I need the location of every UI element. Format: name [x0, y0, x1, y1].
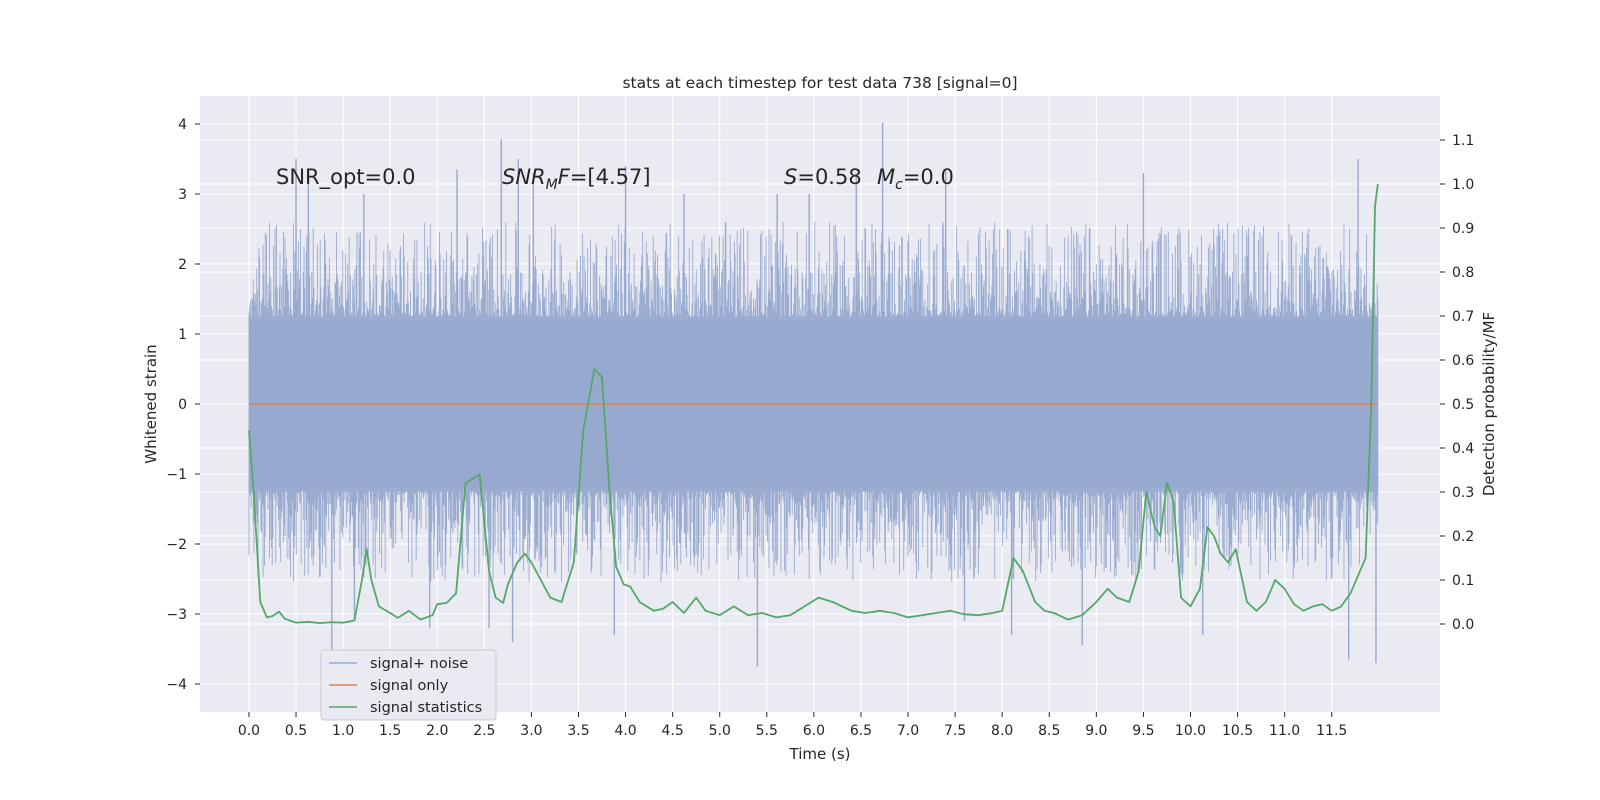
- y-tick-label-left: −3: [166, 607, 187, 623]
- x-tick-label: 0.0: [238, 723, 260, 739]
- y-tick-label-right: 0.5: [1452, 397, 1474, 413]
- legend-box: [320, 649, 497, 721]
- y-tick-label-left: 3: [178, 187, 187, 203]
- y-tick-label-left: 4: [178, 117, 187, 133]
- x-tick-label: 8.0: [991, 723, 1013, 739]
- x-tick-label: 9.5: [1132, 723, 1154, 739]
- y-tick-label-right: 0.6: [1452, 353, 1474, 369]
- y-tick-label-right: 0.7: [1452, 309, 1474, 325]
- x-tick-label: 5.5: [756, 723, 778, 739]
- x-tick-label: 11.0: [1269, 723, 1300, 739]
- series-layer: [248, 183, 1379, 625]
- y-tick-label-right: 1.1: [1452, 133, 1474, 149]
- x-tick-label: 11.5: [1316, 723, 1347, 739]
- legend-label-signal-noise: signal+ noise: [370, 656, 468, 672]
- x-tick-label: 2.0: [426, 723, 448, 739]
- annotation-snr-opt: SNR_opt=0.0: [276, 165, 416, 190]
- y-tick-label-right: 0.3: [1452, 485, 1474, 501]
- x-tick-label: 1.0: [332, 723, 354, 739]
- y-tick-label-left: 1: [178, 327, 187, 343]
- x-tick-label: 7.0: [897, 723, 919, 739]
- annotation-s: S=0.58: [784, 165, 862, 189]
- y-tick-label-right: 0.8: [1452, 265, 1474, 281]
- x-axis: 0.0 0.5 1.0 1.5 2.0 2.5 3.0 3.5 4.0 4.5 5.0 5.5 6.0 6…: [238, 712, 1347, 739]
- signal-statistics-line: [248, 183, 1379, 625]
- y-tick-label-left: −4: [166, 677, 187, 693]
- x-tick-label: 0.5: [285, 723, 307, 739]
- y-tick-label-right: 0.2: [1452, 529, 1474, 545]
- annotation-mc: Mc=0.0: [877, 165, 954, 193]
- y-axis-left: 4 3 2 1 0 −1 −2 −3 −4: [166, 117, 200, 693]
- y-tick-label-right: 0.4: [1452, 441, 1474, 457]
- legend-label-signal-only: signal only: [370, 678, 449, 694]
- x-tick-label: 10.0: [1175, 723, 1206, 739]
- x-tick-label: 5.0: [709, 723, 731, 739]
- x-tick-label: 8.5: [1038, 723, 1060, 739]
- x-tick-label: 3.0: [520, 723, 542, 739]
- y-axis-left-label: Whitened strain: [142, 344, 160, 463]
- x-tick-label: 9.0: [1085, 723, 1107, 739]
- x-tick-label: 4.0: [614, 723, 636, 739]
- y-tick-label-right: 0.0: [1452, 617, 1474, 633]
- x-axis-label: Time (s): [789, 745, 851, 763]
- y-axis-right-label: Detection probability/MF: [1480, 312, 1498, 496]
- y-tick-label-right: 0.9: [1452, 221, 1474, 237]
- legend: signal+ noise signal only signal statist…: [320, 649, 497, 721]
- x-tick-label: 4.5: [662, 723, 684, 739]
- chart-title: stats at each timestep for test data 738…: [622, 74, 1017, 92]
- y-tick-label-left: 0: [178, 397, 187, 413]
- y-tick-label-right: 0.1: [1452, 573, 1474, 589]
- x-tick-label: 3.5: [567, 723, 589, 739]
- x-tick-label: 7.5: [944, 723, 966, 739]
- x-tick-label: 2.5: [473, 723, 495, 739]
- y-tick-label-left: −2: [166, 537, 187, 553]
- annotation-snr-mf: SNRMF=[4.57]: [502, 165, 651, 193]
- y-tick-label-left: −1: [166, 467, 187, 483]
- x-tick-label: 10.5: [1222, 723, 1253, 739]
- x-tick-label: 1.5: [379, 723, 401, 739]
- x-tick-label: 6.5: [850, 723, 872, 739]
- y-axis-right: 1.1 1.0 0.9 0.8 0.7 0.6 0.5 0.4 0.3 0.2 0.1 0.0: [1440, 133, 1474, 633]
- legend-label-signal-statistics: signal statistics: [370, 700, 482, 716]
- x-tick-label: 6.0: [803, 723, 825, 739]
- y-tick-label-right: 1.0: [1452, 177, 1474, 193]
- y-tick-label-left: 2: [178, 257, 187, 273]
